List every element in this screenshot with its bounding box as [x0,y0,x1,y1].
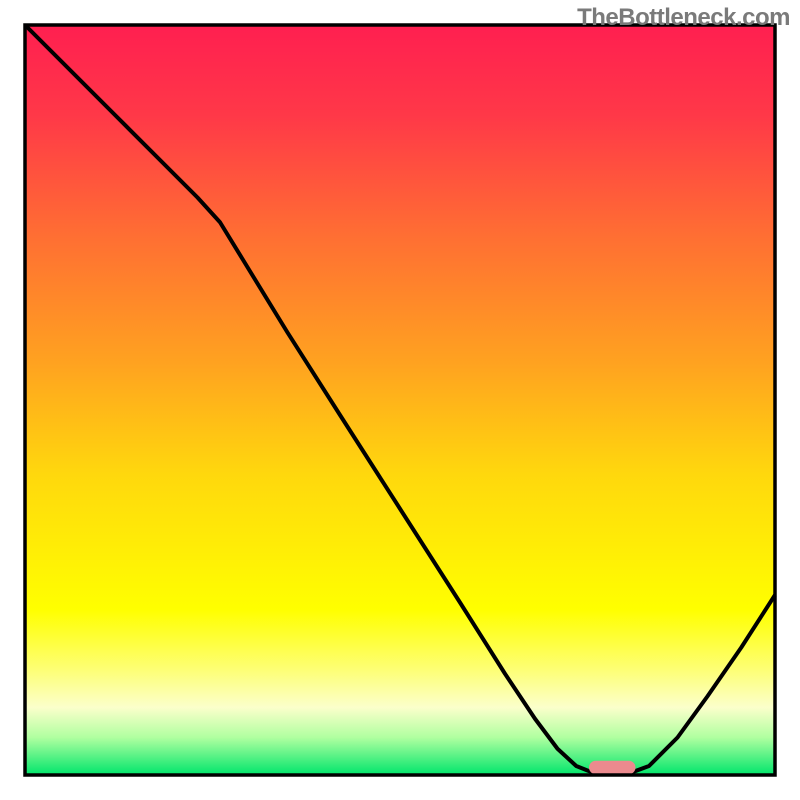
watermark-text: TheBottleneck.com [577,4,790,32]
optimal-marker [589,761,636,775]
chart-container: TheBottleneck.com [0,0,800,800]
bottleneck-chart [0,0,800,800]
